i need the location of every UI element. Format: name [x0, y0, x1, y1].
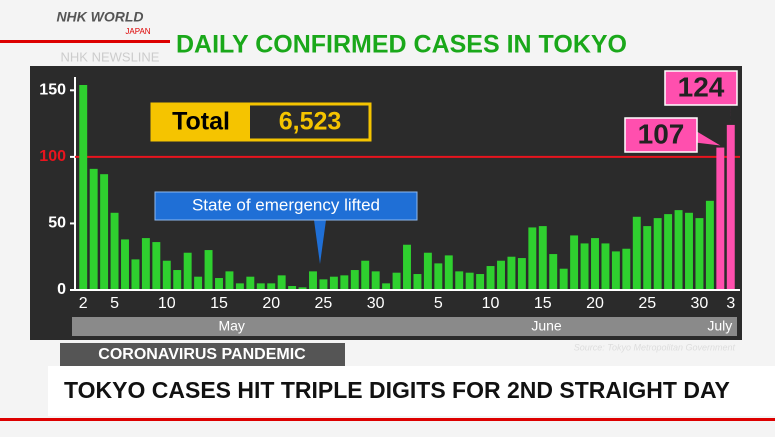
bar	[716, 148, 724, 290]
bar	[664, 214, 672, 290]
bar	[601, 243, 609, 290]
bar	[539, 226, 547, 290]
program-name: NHK NEWSLINE	[61, 49, 160, 64]
bar	[727, 125, 735, 290]
bar	[560, 269, 568, 290]
x-tick-label: 20	[586, 295, 604, 312]
x-tick-label: 5	[110, 295, 119, 312]
bar	[403, 245, 411, 290]
x-tick-label: 10	[482, 295, 500, 312]
value-label: 124	[678, 71, 725, 102]
y-tick-label: 100	[39, 148, 66, 165]
bar	[591, 238, 599, 290]
annotation: State of emergency lifted	[192, 195, 380, 214]
bar	[319, 279, 327, 290]
bar	[278, 275, 286, 290]
bar	[633, 217, 641, 290]
x-tick-label: 15	[210, 295, 228, 312]
bar	[685, 213, 693, 290]
x-tick-label: 5	[434, 295, 443, 312]
bar	[340, 275, 348, 290]
tag: CORONAVIRUS PANDEMIC	[98, 346, 306, 363]
bar	[361, 261, 369, 290]
value-label: 107	[638, 118, 685, 149]
bar	[142, 238, 150, 290]
x-tick-label: 20	[262, 295, 280, 312]
y-tick-label: 0	[57, 281, 66, 298]
bar	[612, 251, 620, 290]
y-tick-label: 150	[39, 82, 66, 99]
x-tick-label: 2	[79, 295, 88, 312]
bar	[581, 243, 589, 290]
total-label: Total	[172, 108, 230, 136]
x-tick-label: 3	[726, 295, 735, 312]
month-label: May	[218, 318, 244, 334]
bar	[622, 249, 630, 290]
bar	[695, 218, 703, 290]
bar	[549, 254, 557, 290]
bar	[445, 255, 453, 290]
bar	[706, 201, 714, 290]
bar	[434, 263, 442, 290]
bar	[675, 210, 683, 290]
x-tick-label: 25	[638, 295, 656, 312]
bar	[131, 259, 139, 290]
bar	[163, 261, 171, 290]
bar	[351, 270, 359, 290]
bar	[184, 253, 192, 290]
bar	[654, 218, 662, 290]
bar	[79, 85, 87, 290]
bar	[111, 213, 119, 290]
bar	[330, 277, 338, 290]
bar	[466, 273, 474, 290]
bar	[225, 271, 233, 290]
bar	[173, 270, 181, 290]
bar	[309, 271, 317, 290]
bar	[413, 274, 421, 290]
source: Source: Tokyo Metropolitan Government	[574, 342, 736, 352]
x-tick-label: 15	[534, 295, 552, 312]
x-tick-label: 10	[158, 295, 176, 312]
bar	[215, 278, 223, 290]
bar	[393, 273, 401, 290]
total-value: 6,523	[279, 108, 342, 136]
bar	[424, 253, 432, 290]
bar	[455, 271, 463, 290]
logo-rule	[0, 40, 170, 43]
bar	[487, 266, 495, 290]
bar	[570, 235, 578, 290]
month-label: June	[531, 318, 562, 334]
bar	[90, 169, 98, 290]
logo: NHK WORLD	[56, 9, 143, 25]
logo-sub: JAPAN	[125, 27, 150, 36]
bar	[194, 277, 202, 290]
bar	[246, 277, 254, 290]
bar	[643, 226, 651, 290]
x-tick-label: 30	[691, 295, 709, 312]
bar	[507, 257, 515, 290]
month-label: July	[707, 318, 732, 334]
bar	[528, 227, 536, 290]
bar	[152, 242, 160, 290]
y-tick-label: 50	[48, 215, 66, 232]
x-tick-label: 30	[367, 295, 385, 312]
bar	[476, 274, 484, 290]
bar	[518, 258, 526, 290]
bar	[497, 261, 505, 290]
bar	[121, 239, 129, 290]
bar	[205, 250, 213, 290]
bottom-rule	[0, 418, 775, 421]
x-tick-label: 25	[315, 295, 333, 312]
bar	[100, 174, 108, 290]
bar	[372, 271, 380, 290]
headline: TOKYO CASES HIT TRIPLE DIGITS FOR 2ND ST…	[64, 377, 730, 403]
chart-title: DAILY CONFIRMED CASES IN TOKYO	[176, 31, 627, 59]
